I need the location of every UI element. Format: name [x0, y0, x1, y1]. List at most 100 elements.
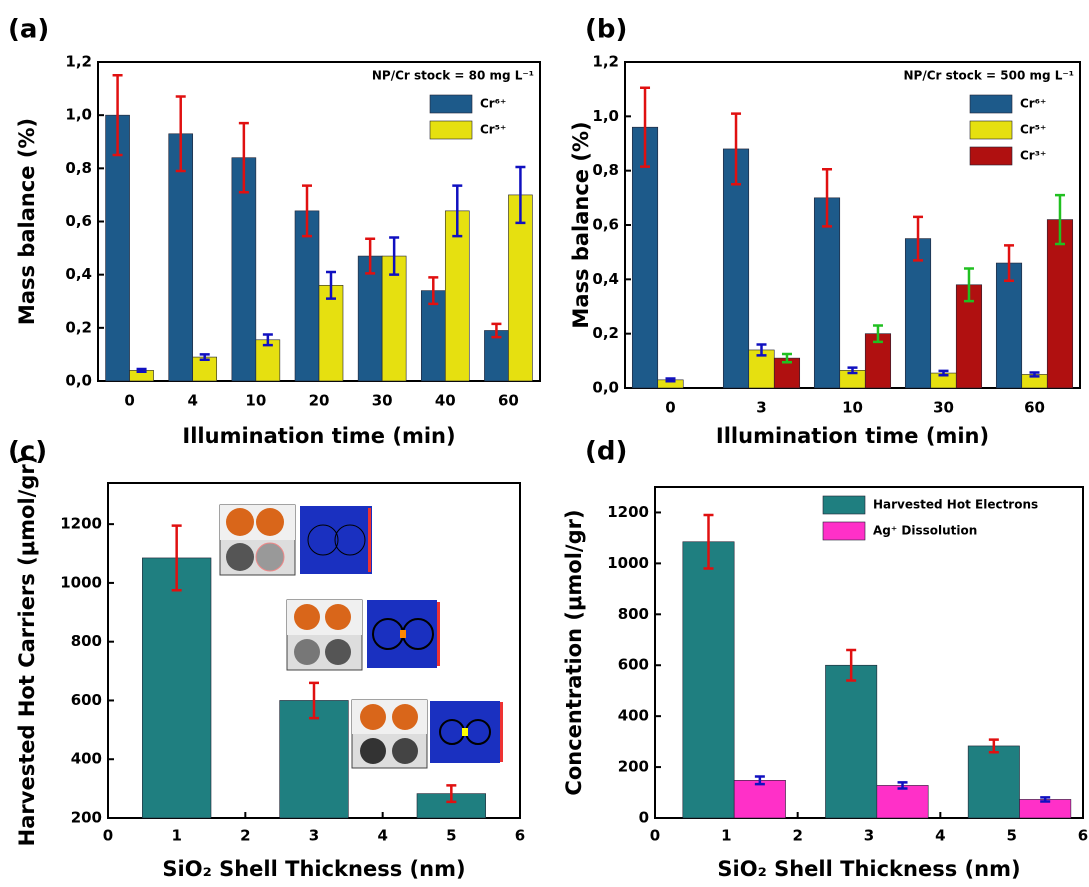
x-tick-label: 3 [864, 827, 874, 845]
panel: 0,0 0,2 0,4 0,6 0,8 1,0 1,2 0 3 10 30 60 NP/Cr stock… [569, 15, 1081, 448]
x-tick-label: 0 [650, 827, 660, 845]
y-tick-label: 1200 [607, 503, 649, 521]
y-tick-label: 0 [639, 809, 649, 827]
inset-images [219, 504, 503, 769]
x-tick-label: 4 [377, 827, 387, 845]
annotation: NP/Cr stock = 500 mg L⁻¹ [904, 69, 1074, 83]
error-bar [428, 276, 439, 306]
inset-2 [286, 599, 440, 671]
x-tick-label: 5 [1006, 827, 1016, 845]
y-axis-label: Mass balance (%) [569, 121, 593, 328]
x-tick-label: 4 [187, 392, 197, 410]
x-tick-label: 2 [240, 827, 250, 845]
y-tick-label: 0,8 [65, 159, 92, 177]
error-bar [309, 681, 319, 720]
x-tick-label: 4 [935, 827, 945, 845]
error-bar [1004, 244, 1015, 282]
error-bar [1054, 193, 1065, 246]
y-tick-label: 0,2 [592, 324, 619, 342]
y-tick-label: 800 [618, 605, 649, 623]
error-bar [963, 267, 974, 303]
error-bar [847, 366, 858, 375]
x-tick-label: 1 [721, 827, 731, 845]
y-tick-label: 800 [71, 632, 102, 650]
panel: 0 200 400 600 800 1000 1200 0 1 2 3 4 5 6 Harvested Ho… [562, 437, 1088, 882]
y-tick-label: 0,0 [65, 372, 92, 390]
x-tick-label: 10 [245, 392, 266, 410]
bar [1046, 219, 1074, 389]
error-bar [365, 237, 376, 275]
x-tick-label: 30 [372, 392, 393, 410]
inset-3 [351, 699, 503, 769]
x-tick-label: 0 [103, 827, 113, 845]
x-axis-label: SiO₂ Shell Thickness (nm) [717, 857, 1020, 881]
error-bar [446, 784, 457, 804]
error-bar [325, 270, 336, 300]
bar [631, 126, 659, 389]
x-tick-label: 0 [665, 399, 675, 417]
error-bar [754, 775, 765, 786]
y-tick-label: 200 [618, 758, 649, 776]
panel: 200 400 600 800 1000 1200 0 1 2 3 4 5 6 (c) SiO₂ Shell… [8, 437, 525, 882]
legend-swatch [969, 120, 1013, 140]
bar [825, 664, 878, 819]
legend-label: Cr⁵⁺ [480, 123, 506, 137]
error-bar [1040, 796, 1051, 803]
y-tick-label: 1000 [60, 573, 102, 591]
error-bar [872, 324, 883, 344]
error-bar [136, 367, 147, 373]
y-tick-label: 0,8 [592, 161, 619, 179]
legend-label: Cr⁵⁺ [1020, 123, 1046, 137]
bar [876, 785, 929, 819]
error-bar [515, 165, 526, 225]
legend-swatch [429, 94, 473, 114]
error-bar [822, 168, 833, 228]
y-tick-label: 1,2 [65, 53, 92, 71]
error-bar [112, 74, 123, 157]
error-bar [913, 215, 924, 262]
bar [142, 557, 212, 819]
x-tick-label: 6 [515, 827, 525, 845]
y-tick-label: 0,4 [65, 265, 92, 283]
y-tick-label: 0,2 [65, 318, 92, 336]
legend-label: Cr⁶⁺ [480, 97, 506, 111]
error-bar [988, 738, 999, 754]
bar [733, 780, 786, 819]
y-tick-label: 1000 [607, 554, 649, 572]
panel-label: (c) [8, 437, 47, 467]
legend-label: Harvested Hot Electrons [873, 498, 1038, 512]
error-bar [452, 184, 463, 238]
bar [682, 541, 735, 819]
error-bar [262, 333, 273, 347]
legend-swatch [969, 94, 1013, 114]
panel: 0,0 0,2 0,4 0,6 0,8 1,0 1,2 0 4 10 20 30 40 60 NP/Cr s… [8, 15, 541, 448]
bar [279, 700, 349, 819]
error-bar [938, 369, 949, 377]
legend-swatch [822, 495, 866, 515]
error-bar [302, 184, 313, 238]
x-tick-label: 30 [933, 399, 954, 417]
inset-1 [219, 504, 372, 576]
error-bar [640, 86, 651, 168]
bar [904, 238, 932, 389]
y-axis-label: Mass balance (%) [15, 118, 39, 325]
error-bar [665, 377, 676, 383]
x-tick-label: 6 [1078, 827, 1088, 845]
error-bar [781, 352, 792, 364]
error-bar [171, 524, 182, 592]
y-tick-label: 1,0 [592, 107, 619, 125]
bar [995, 262, 1023, 389]
panel-label: (b) [585, 15, 627, 45]
y-tick-label: 400 [71, 750, 102, 768]
legend-swatch [429, 120, 473, 140]
y-tick-label: 600 [71, 691, 102, 709]
x-tick-label: 60 [1024, 399, 1045, 417]
annotation: NP/Cr stock = 80 mg L⁻¹ [372, 69, 534, 83]
bar [357, 255, 383, 382]
y-tick-label: 600 [618, 656, 649, 674]
y-tick-label: 0,0 [592, 379, 619, 397]
y-tick-label: 0,6 [592, 216, 619, 234]
y-axis-label: Harvested Hot Carriers (μmol/gr) [15, 455, 39, 847]
error-bar [1029, 371, 1040, 378]
